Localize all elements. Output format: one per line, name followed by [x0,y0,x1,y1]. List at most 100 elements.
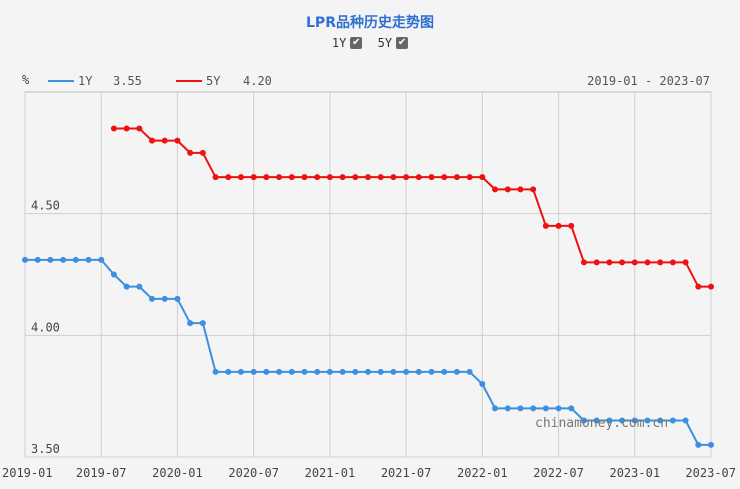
toggle-1y[interactable]: 1Y ✔ [332,36,363,50]
data-point-1y[interactable] [136,283,143,290]
data-point-1y[interactable] [657,417,664,424]
data-point-1y[interactable] [492,405,499,412]
data-point-5y[interactable] [174,137,181,144]
data-point-1y[interactable] [390,368,397,375]
data-point-5y[interactable] [492,186,499,193]
data-point-5y[interactable] [568,222,575,229]
data-point-5y[interactable] [403,174,410,181]
data-point-5y[interactable] [708,283,714,290]
data-point-1y[interactable] [644,417,651,424]
data-point-1y[interactable] [466,368,473,375]
data-point-5y[interactable] [517,186,524,193]
data-point-1y[interactable] [682,417,689,424]
data-point-1y[interactable] [403,368,410,375]
data-point-5y[interactable] [606,259,613,266]
checkbox-checked-icon[interactable]: ✔ [396,37,409,49]
data-point-5y[interactable] [542,222,549,229]
data-point-1y[interactable] [619,417,626,424]
data-point-5y[interactable] [326,174,333,181]
legend-5y[interactable]: 5Y 4.20 [176,74,272,88]
data-point-5y[interactable] [352,174,359,181]
data-point-5y[interactable] [390,174,397,181]
data-point-1y[interactable] [161,295,168,302]
data-point-1y[interactable] [377,368,384,375]
data-point-5y[interactable] [479,174,486,181]
data-point-5y[interactable] [580,259,587,266]
data-point-5y[interactable] [377,174,384,181]
data-point-1y[interactable] [225,368,232,375]
data-point-5y[interactable] [301,174,308,181]
data-point-5y[interactable] [199,149,206,156]
data-point-5y[interactable] [415,174,422,181]
data-point-1y[interactable] [123,283,130,290]
data-point-5y[interactable] [669,259,676,266]
data-point-1y[interactable] [339,368,346,375]
data-point-1y[interactable] [314,368,321,375]
data-point-1y[interactable] [72,256,79,263]
data-point-1y[interactable] [263,368,270,375]
data-point-5y[interactable] [619,259,626,266]
data-point-5y[interactable] [530,186,537,193]
data-point-1y[interactable] [352,368,359,375]
data-point-1y[interactable] [669,417,676,424]
data-point-1y[interactable] [276,368,283,375]
toggle-5y[interactable]: 5Y ✔ [378,36,409,50]
data-point-5y[interactable] [631,259,638,266]
data-point-5y[interactable] [288,174,295,181]
data-point-1y[interactable] [631,417,638,424]
data-point-5y[interactable] [466,174,473,181]
data-point-5y[interactable] [657,259,664,266]
data-point-5y[interactable] [453,174,460,181]
data-point-1y[interactable] [555,405,562,412]
data-point-5y[interactable] [187,149,194,156]
data-point-1y[interactable] [580,417,587,424]
data-point-5y[interactable] [136,125,143,132]
data-point-1y[interactable] [441,368,448,375]
data-point-1y[interactable] [22,256,28,263]
data-point-1y[interactable] [199,320,206,327]
data-point-5y[interactable] [441,174,448,181]
data-point-1y[interactable] [365,368,371,375]
data-point-1y[interactable] [174,295,181,302]
data-point-1y[interactable] [288,368,295,375]
data-point-1y[interactable] [593,417,600,424]
data-point-5y[interactable] [237,174,244,181]
data-point-1y[interactable] [428,368,435,375]
data-point-5y[interactable] [644,259,651,266]
data-point-5y[interactable] [365,174,371,181]
data-point-1y[interactable] [98,256,105,263]
data-point-5y[interactable] [695,283,702,290]
legend-1y[interactable]: 1Y 3.55 [48,74,142,88]
data-point-1y[interactable] [530,405,537,412]
data-point-5y[interactable] [212,174,219,181]
data-point-5y[interactable] [682,259,689,266]
data-point-1y[interactable] [301,368,308,375]
data-point-1y[interactable] [60,256,67,263]
data-point-5y[interactable] [110,125,117,132]
data-point-1y[interactable] [606,417,613,424]
data-point-5y[interactable] [263,174,270,181]
data-point-5y[interactable] [339,174,346,181]
data-point-1y[interactable] [415,368,422,375]
data-point-5y[interactable] [276,174,283,181]
data-point-1y[interactable] [110,271,117,278]
data-point-5y[interactable] [428,174,435,181]
data-point-1y[interactable] [568,405,575,412]
data-point-5y[interactable] [593,259,600,266]
data-point-1y[interactable] [326,368,333,375]
data-point-1y[interactable] [237,368,244,375]
data-point-1y[interactable] [453,368,460,375]
data-point-1y[interactable] [504,405,511,412]
data-point-1y[interactable] [517,405,524,412]
data-point-1y[interactable] [695,441,702,448]
data-point-1y[interactable] [708,441,714,448]
data-point-5y[interactable] [161,137,168,144]
data-point-5y[interactable] [225,174,232,181]
data-point-5y[interactable] [149,137,156,144]
data-point-1y[interactable] [212,368,219,375]
checkbox-checked-icon[interactable]: ✔ [350,37,363,49]
data-point-5y[interactable] [123,125,130,132]
data-point-1y[interactable] [479,381,486,387]
data-point-1y[interactable] [149,295,156,302]
data-point-5y[interactable] [314,174,321,181]
